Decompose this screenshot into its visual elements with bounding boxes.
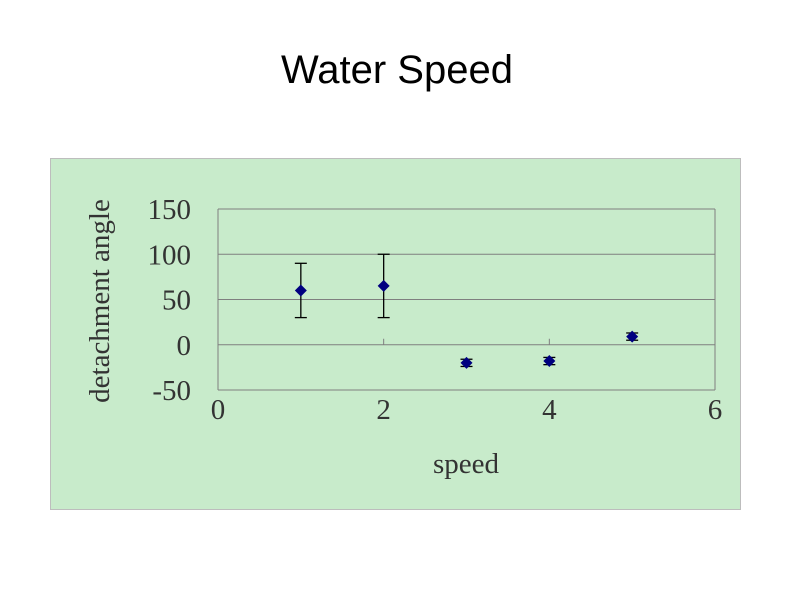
y-tick-label: 100 <box>148 239 192 271</box>
data-point <box>294 284 307 297</box>
y-tick-label: 150 <box>148 194 192 226</box>
y-tick-label: -50 <box>152 375 191 407</box>
scatter-chart: 150 100 50 0 -50 0 2 4 6 speed detachment angle <box>84 194 723 480</box>
x-axis-label: speed <box>433 448 500 480</box>
data-point <box>377 279 390 292</box>
data-point-layer <box>294 279 639 369</box>
axis-layer <box>217 209 716 390</box>
slide-title: Water Speed <box>281 48 513 92</box>
error-bar-layer <box>294 253 639 368</box>
x-tick-label: 6 <box>708 394 723 426</box>
x-tick-label: 4 <box>542 394 557 426</box>
data-point <box>460 356 473 369</box>
data-point <box>626 330 639 343</box>
x-tick-label: 0 <box>211 394 226 426</box>
y-tick-label: 0 <box>177 330 192 362</box>
data-point <box>543 355 556 368</box>
chart-panel: 150 100 50 0 -50 0 2 4 6 speed detachment angle <box>50 158 741 510</box>
tick-label-layer: 150 100 50 0 -50 0 2 4 6 <box>148 194 723 426</box>
y-axis-label: detachment angle <box>84 199 116 403</box>
y-tick-label: 50 <box>162 285 191 317</box>
x-tick-label: 2 <box>376 394 391 426</box>
